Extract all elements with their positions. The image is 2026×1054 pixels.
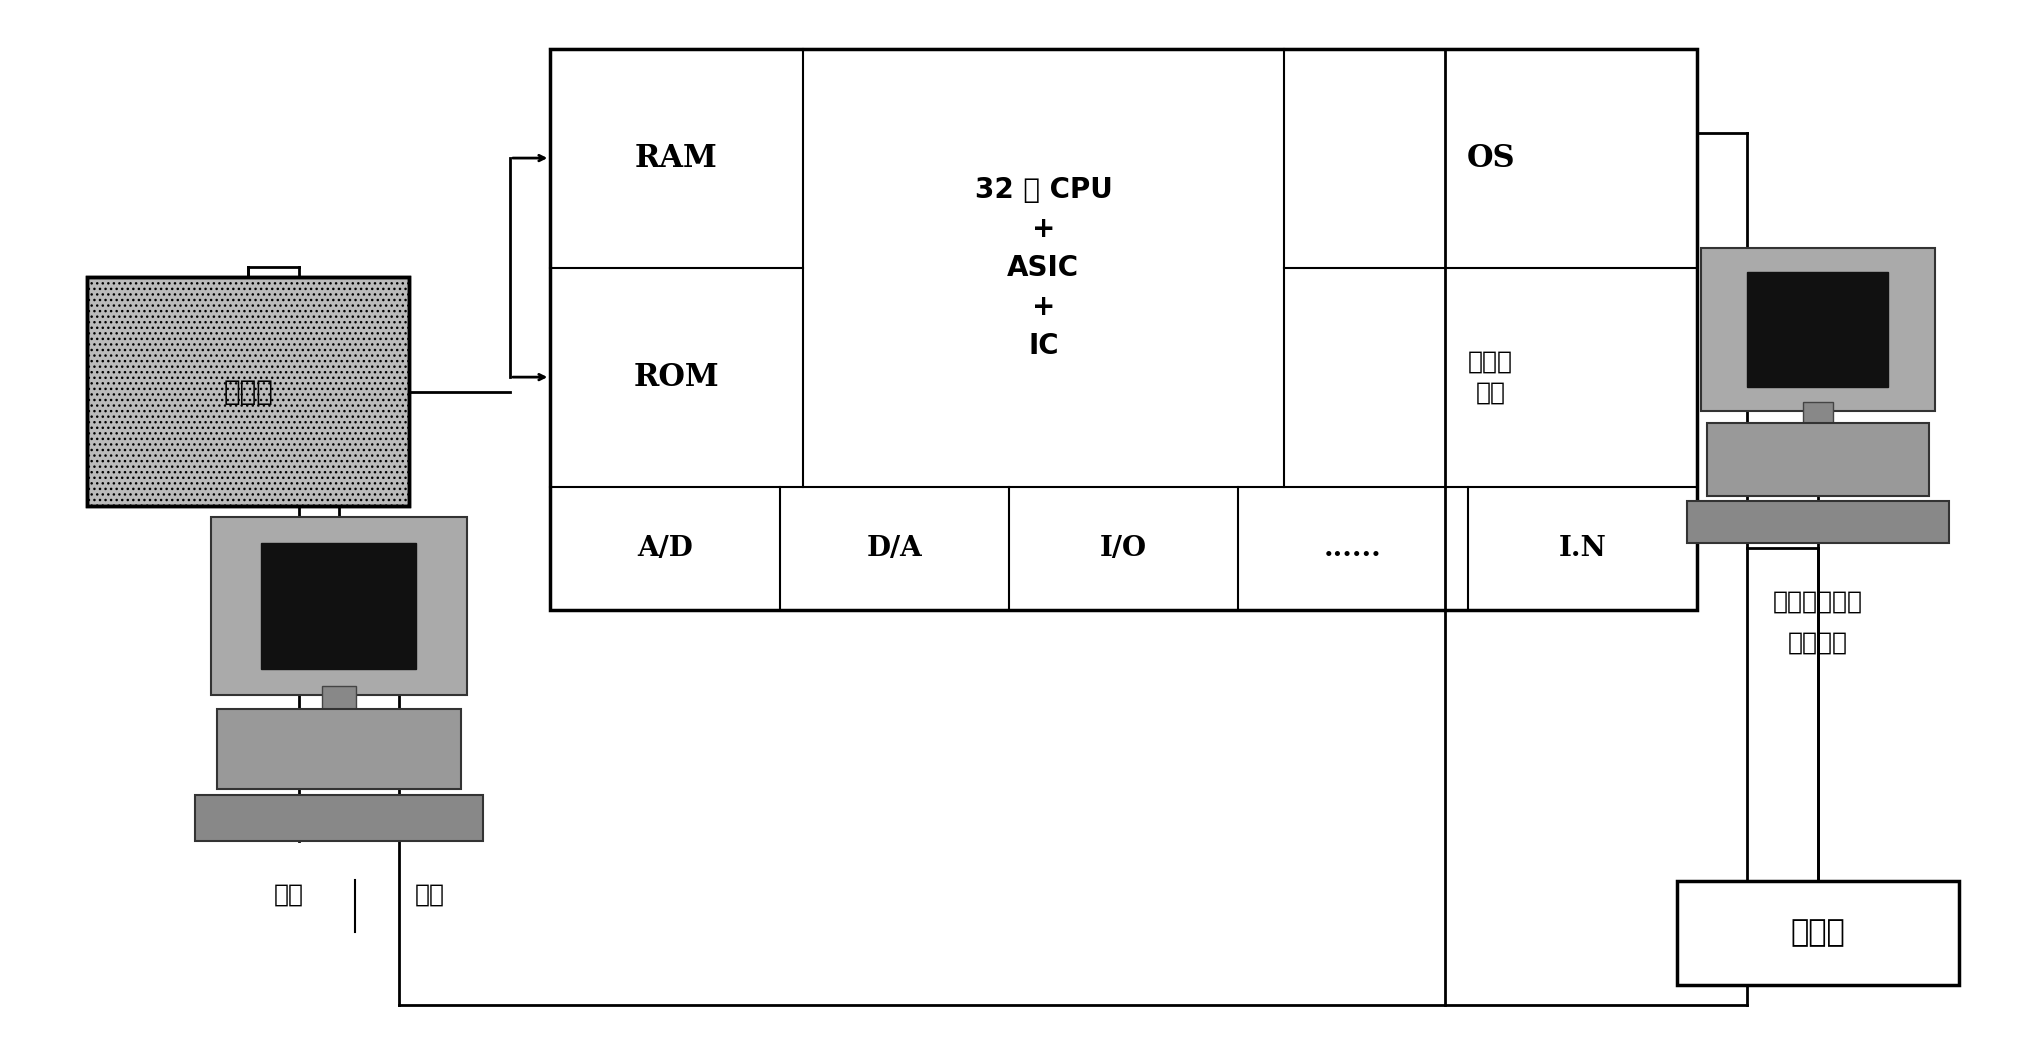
Bar [551, 48, 1698, 610]
Bar [211, 516, 468, 696]
Bar [1688, 501, 1949, 543]
Text: 用户: 用户 [415, 882, 444, 906]
Text: 写入器: 写入器 [223, 377, 274, 406]
Text: 优化编
译器: 优化编 译器 [1469, 349, 1513, 405]
Text: D/A: D/A [867, 535, 922, 562]
Text: 敏捷开发中心: 敏捷开发中心 [1773, 589, 1862, 613]
Text: 因特网: 因特网 [1791, 918, 1846, 948]
Text: 32 位 CPU
+
ASIC
+
IC: 32 位 CPU + ASIC + IC [975, 176, 1112, 359]
Bar [1746, 272, 1888, 387]
Text: ROM: ROM [634, 362, 719, 393]
Text: ......: ...... [1325, 535, 1382, 562]
Bar [1803, 403, 1834, 423]
Bar [1702, 249, 1935, 410]
Bar [1678, 881, 1959, 984]
Bar [87, 277, 409, 506]
Bar [87, 277, 409, 506]
Bar [217, 709, 460, 789]
Text: 美国: 美国 [274, 882, 304, 906]
Bar [261, 543, 417, 669]
Bar [1708, 423, 1929, 495]
Text: A/D: A/D [636, 535, 693, 562]
Bar [194, 795, 482, 841]
Text: 技术支持: 技术支持 [1787, 631, 1848, 655]
Text: I/O: I/O [1100, 535, 1147, 562]
Text: OS: OS [1467, 142, 1515, 174]
Text: RAM: RAM [634, 142, 717, 174]
Text: I.N: I.N [1558, 535, 1607, 562]
Bar [322, 686, 355, 709]
